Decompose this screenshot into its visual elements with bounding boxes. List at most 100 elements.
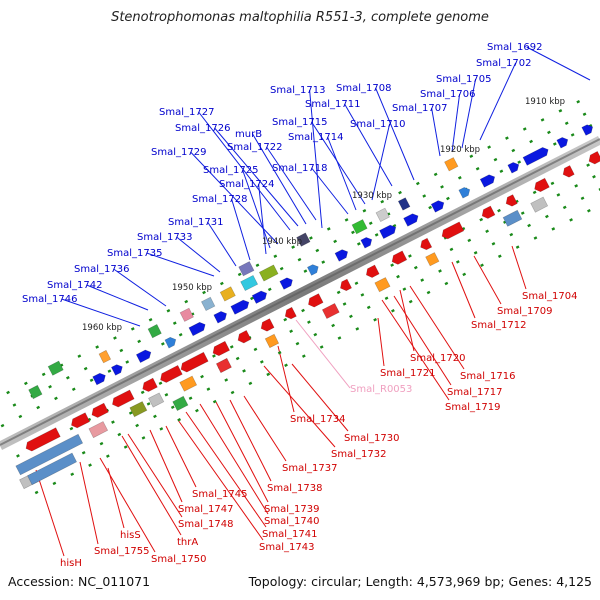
track-tick-0 [166,308,171,313]
forward-gene-2 [135,349,152,364]
upper-feature-6 [351,219,368,235]
track-tick-6 [266,372,271,377]
track-tick-6 [426,290,431,295]
reverse-gene-13 [365,264,380,278]
track-tick-5 [509,232,514,237]
forward-gene-1 [110,364,123,376]
upper-feature-0 [147,323,162,339]
track-tick-2 [125,360,130,364]
forward-leader-9 [311,121,366,205]
kbp-marker-5: 1960 kbp [82,323,122,333]
track-tick-1 [333,239,338,244]
gene-labels: Smal_1692 Smal_1702 Smal_1705 Smal_1706 Smal… [22,42,577,569]
reverse-leader-13 [165,425,197,488]
lower-feature-9 [425,252,440,267]
forward-leader-22 [146,252,215,277]
track-tick-5 [259,360,264,364]
track-tick-0 [326,227,331,231]
track-tick-2 [321,260,326,264]
forward-gene-5 [213,311,227,324]
track-tick-6 [248,381,253,386]
reverse-gene-11 [308,293,324,308]
reverse-leader-21 [107,467,125,529]
lower-feature-0 [15,433,84,476]
track-tick-0 [540,118,545,122]
track-tick-0 [41,372,46,377]
upper-feature-11 [98,349,112,364]
track-tick-6 [230,390,235,395]
reverse-leader-15 [149,429,183,503]
reverse-leader-18 [185,411,267,528]
reverse-label-5: Smal_1721 [380,368,435,379]
forward-label-16: Smal_1718 [272,163,327,174]
track-tick-2 [18,414,23,419]
track-tick-6 [70,472,75,477]
reverse-label-19: thrA [177,537,198,548]
track-tick-1 [315,248,320,253]
forward-label-2: Smal_1705 [436,74,491,85]
forward-leader-13 [252,133,307,225]
track-tick-4 [449,247,454,252]
forward-leader-21 [176,236,221,273]
forward-label-15: Smal_1729 [151,147,206,158]
rna-leader-0 [295,319,351,389]
track-tick-6 [195,408,199,413]
track-tick-1 [422,194,427,198]
lower-feature-1 [88,421,109,439]
track-tick-1 [279,266,284,271]
reverse-leader-20 [177,419,264,541]
reverse-gene-1 [71,412,91,429]
track-tick-1 [582,112,587,116]
track-tick-6 [551,227,556,231]
track-tick-2 [570,133,575,137]
reverse-leader-1 [473,255,502,305]
genome-summary: Topology: circular; Length: 4,573,969 bp… [248,574,592,589]
reverse-label-7: Smal_1719 [445,402,500,413]
track-tick-2 [552,142,557,146]
leader-lines [35,46,591,557]
track-tick-3 [283,317,288,322]
track-tick-0 [398,190,402,195]
forward-label-11: Smal_1727 [159,107,214,118]
track-tick-3 [408,254,412,258]
forward-gene-9 [306,264,319,276]
reverse-gene-3 [112,389,135,408]
reverse-label-23: Smal_1750 [151,554,206,565]
track-tick-2 [356,242,361,246]
reverse-gene-7 [212,340,231,357]
track-tick-1 [66,375,70,380]
reverse-leader-24 [35,469,65,557]
track-tick-0 [77,354,82,358]
reverse-leader-2 [451,261,476,319]
forward-label-5: Smal_1708 [336,83,391,94]
kbp-marker-3: 1940 kbp [262,237,302,247]
track-tick-0 [255,263,260,268]
track-tick-4 [413,265,418,270]
track-tick-6 [52,481,57,486]
track-tick-4 [396,274,400,279]
reverse-gene-0 [25,427,61,452]
forward-label-9: Smal_1715 [272,117,327,128]
forward-label-13: murB [235,129,262,140]
track-tick-5 [527,223,531,228]
reverse-label-14: Smal_1739 [264,504,319,515]
genome-title: Stenotrophomonas maltophilia R551-3, com… [111,10,489,25]
reverse-leader-5 [377,317,385,367]
reverse-label-21: hisS [120,530,141,541]
reverse-leader-4 [409,285,465,370]
forward-gene-10 [334,249,349,262]
track-tick-5 [188,396,193,400]
reverse-gene-16 [441,221,465,240]
track-tick-5 [313,332,318,337]
track-tick-0 [202,290,206,295]
track-tick-1 [529,139,533,144]
forward-gene-12 [379,224,397,240]
reverse-gene-17 [481,205,496,219]
forward-leader-14 [266,146,317,221]
track-tick-6 [105,454,110,458]
forward-leader-1 [479,62,517,141]
track-tick-4 [111,420,115,424]
forward-gene-0 [92,372,106,386]
track-tick-5 [135,423,140,428]
